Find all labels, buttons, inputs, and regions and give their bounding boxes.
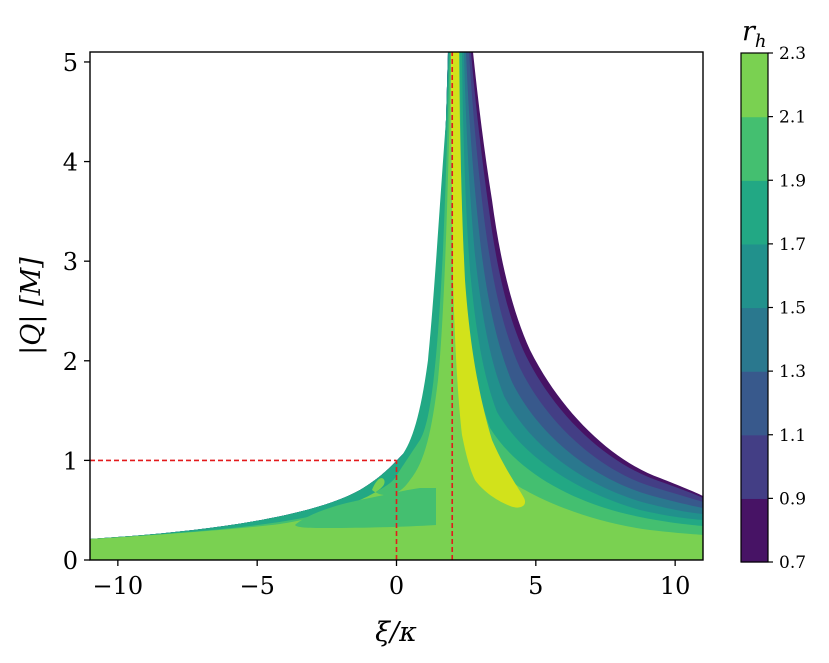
colorbar-segment bbox=[741, 243, 768, 309]
x-tick-label: 0 bbox=[389, 572, 404, 600]
colorbar-segment bbox=[741, 116, 768, 181]
colorbar-segment bbox=[741, 434, 768, 499]
x-tick-label: −5 bbox=[239, 572, 274, 600]
colorbar-tick-label: 2.3 bbox=[779, 44, 806, 64]
colorbar-tick-label: 1.1 bbox=[779, 426, 806, 446]
colorbar-segment bbox=[741, 307, 768, 372]
contour-plot-area bbox=[90, 52, 703, 560]
colorbar-label-sub: h bbox=[755, 31, 767, 52]
y-axis-ticks: 0 1 2 3 4 5 bbox=[63, 49, 90, 575]
y-tick-label: 4 bbox=[63, 149, 78, 177]
x-tick-label: 10 bbox=[660, 572, 691, 600]
contour-band-2.3 bbox=[451, 52, 526, 508]
x-axis-ticks: −10 −5 0 5 10 bbox=[93, 560, 691, 600]
colorbar-tick-label: 1.5 bbox=[779, 299, 806, 319]
contour-band-1.1 bbox=[90, 52, 703, 560]
colorbar-segment bbox=[741, 53, 768, 118]
colorbar-tick-label: 0.9 bbox=[779, 489, 806, 509]
colorbar-tick-label: 1.3 bbox=[779, 362, 806, 382]
y-axis-label: |Q| [M] bbox=[16, 257, 47, 355]
y-tick-label: 2 bbox=[63, 348, 78, 376]
colorbar-tick-label: 0.7 bbox=[779, 553, 806, 573]
y-tick-label: 3 bbox=[63, 248, 78, 276]
colorbar-tick-label: 1.7 bbox=[779, 235, 806, 255]
colorbar-tick-label: 1.9 bbox=[779, 171, 806, 191]
x-tick-label: 5 bbox=[528, 572, 543, 600]
colorbar-label-main: r bbox=[742, 16, 757, 47]
colorbar-segment bbox=[741, 180, 768, 245]
contour-band-1.9-inner bbox=[295, 488, 436, 528]
colorbar-tick-label: 2.1 bbox=[779, 108, 806, 128]
contour-band-1.5 bbox=[90, 52, 703, 560]
y-tick-label: 0 bbox=[63, 547, 78, 575]
colorbar-segment bbox=[741, 371, 768, 436]
x-tick-label: −10 bbox=[93, 572, 144, 600]
colorbar-segment bbox=[741, 498, 768, 563]
colorbar-label: rh bbox=[742, 16, 767, 52]
x-axis-label: ξ/κ bbox=[375, 617, 417, 648]
colorbar: 0.7 0.9 1.1 1.3 1.5 1.7 1.9 2.1 2.3 bbox=[740, 44, 806, 573]
y-tick-label: 5 bbox=[63, 49, 78, 77]
reference-lines bbox=[90, 52, 454, 560]
y-tick-label: 1 bbox=[63, 447, 78, 475]
